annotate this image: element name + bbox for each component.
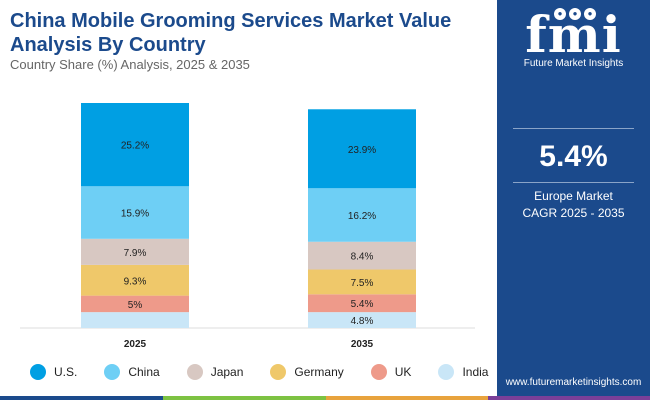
fmi-logo: ● ● ● fmi Future Market Insights [497, 0, 650, 80]
legend-swatch-germany [270, 364, 287, 380]
legend-item-uk: UK [370, 364, 412, 380]
data-label-uk-2035: 5.4% [351, 299, 374, 310]
legend-item-germany: Germany [270, 364, 344, 380]
legend-swatch-us [30, 364, 46, 380]
bar-segment-japan-2035 [308, 241, 416, 270]
kpi-divider-top [513, 128, 634, 129]
legend-item-india: India [438, 364, 488, 380]
legend-item-japan: Japan [186, 364, 244, 380]
data-label-germany-2025: 9.3% [124, 276, 147, 287]
bottom-bar-segment-2 [163, 396, 326, 400]
data-label-china-2035: 16.2% [348, 211, 376, 222]
kpi-value: 5.4% [539, 140, 608, 173]
bottom-bar-segment-1 [0, 396, 163, 400]
x-tick-label-2035: 2035 [351, 339, 374, 350]
bottom-bar-segment-4 [488, 396, 650, 400]
legend-swatch-japan [186, 364, 203, 380]
kpi-label-line2: CAGR 2025 - 2035 [522, 206, 625, 220]
legend-label-japan: Japan [210, 365, 244, 379]
bar-segment-germany-2035 [308, 269, 416, 295]
data-label-germany-2035: 7.5% [351, 278, 374, 289]
legend-swatch-china [104, 364, 121, 380]
kpi-label: Europe Market CAGR 2025 - 2035 [497, 188, 650, 222]
legend-label-us: U.S. [54, 365, 78, 379]
bar-segment-india-2025 [81, 312, 189, 328]
legend-swatch-uk [370, 364, 387, 380]
bar-segment-us-2025 [81, 103, 189, 187]
legend-swatch-india [438, 364, 455, 380]
brand-panel: ● ● ● fmi Future Market Insights 5.4% Eu… [497, 0, 650, 400]
kpi-divider-middle [513, 182, 634, 183]
logo-scissors-icon: ● [584, 8, 596, 20]
bar-segment-china-2025 [81, 186, 189, 239]
data-label-india-2035: 4.8% [351, 316, 374, 327]
stacked-bar-chart: 5% 9.3% 7.9% 15.9% 25.2% 2025 4.8% 5.4% 7.5% 8.4%… [20, 103, 475, 350]
data-label-japan-2035: 8.4% [351, 252, 374, 263]
bar-segment-germany-2025 [81, 264, 189, 296]
bar-segment-japan-2025 [81, 238, 189, 265]
legend-label-china: China [128, 365, 160, 379]
logo-subtitle: Future Market Insights [523, 58, 624, 69]
legend-item-us: U.S. [30, 364, 77, 380]
bar-segment-us-2035 [308, 109, 416, 189]
bar-segment-uk-2035 [308, 294, 416, 313]
chart-legend: U.S. China Japan Germany UK India [30, 364, 490, 380]
bottom-bar-segment-3 [326, 396, 488, 400]
data-label-us-2035: 23.9% [348, 145, 376, 156]
website-link[interactable]: www.futuremarketinsights.com [505, 377, 642, 388]
legend-item-china: China [104, 364, 160, 380]
legend-label-germany: Germany [294, 365, 344, 379]
legend-label-uk: UK [394, 365, 412, 379]
x-tick-label-2025: 2025 [124, 339, 147, 350]
bar-segment-uk-2025 [81, 295, 189, 313]
data-label-japan-2025: 7.9% [124, 248, 147, 259]
bar-segment-india-2035 [308, 312, 416, 328]
logo-paw-icon: ● [569, 8, 581, 20]
logo-icons: ● ● ● [554, 8, 599, 20]
kpi-label-line1: Europe Market [534, 189, 613, 203]
bottom-color-bar [0, 396, 650, 400]
chart-title: China Mobile Grooming Services Market Va… [10, 10, 452, 56]
data-label-uk-2025: 5% [128, 300, 143, 311]
data-label-china-2025: 15.9% [121, 209, 149, 220]
chart-subtitle: Country Share (%) Analysis, 2025 & 2035 [10, 57, 250, 72]
bar-segment-china-2035 [308, 188, 416, 242]
logo-pet-icon: ● [554, 8, 566, 20]
logo-wordmark: fmi [525, 5, 622, 64]
data-label-us-2025: 25.2% [121, 141, 149, 152]
legend-label-india: India [462, 365, 489, 379]
